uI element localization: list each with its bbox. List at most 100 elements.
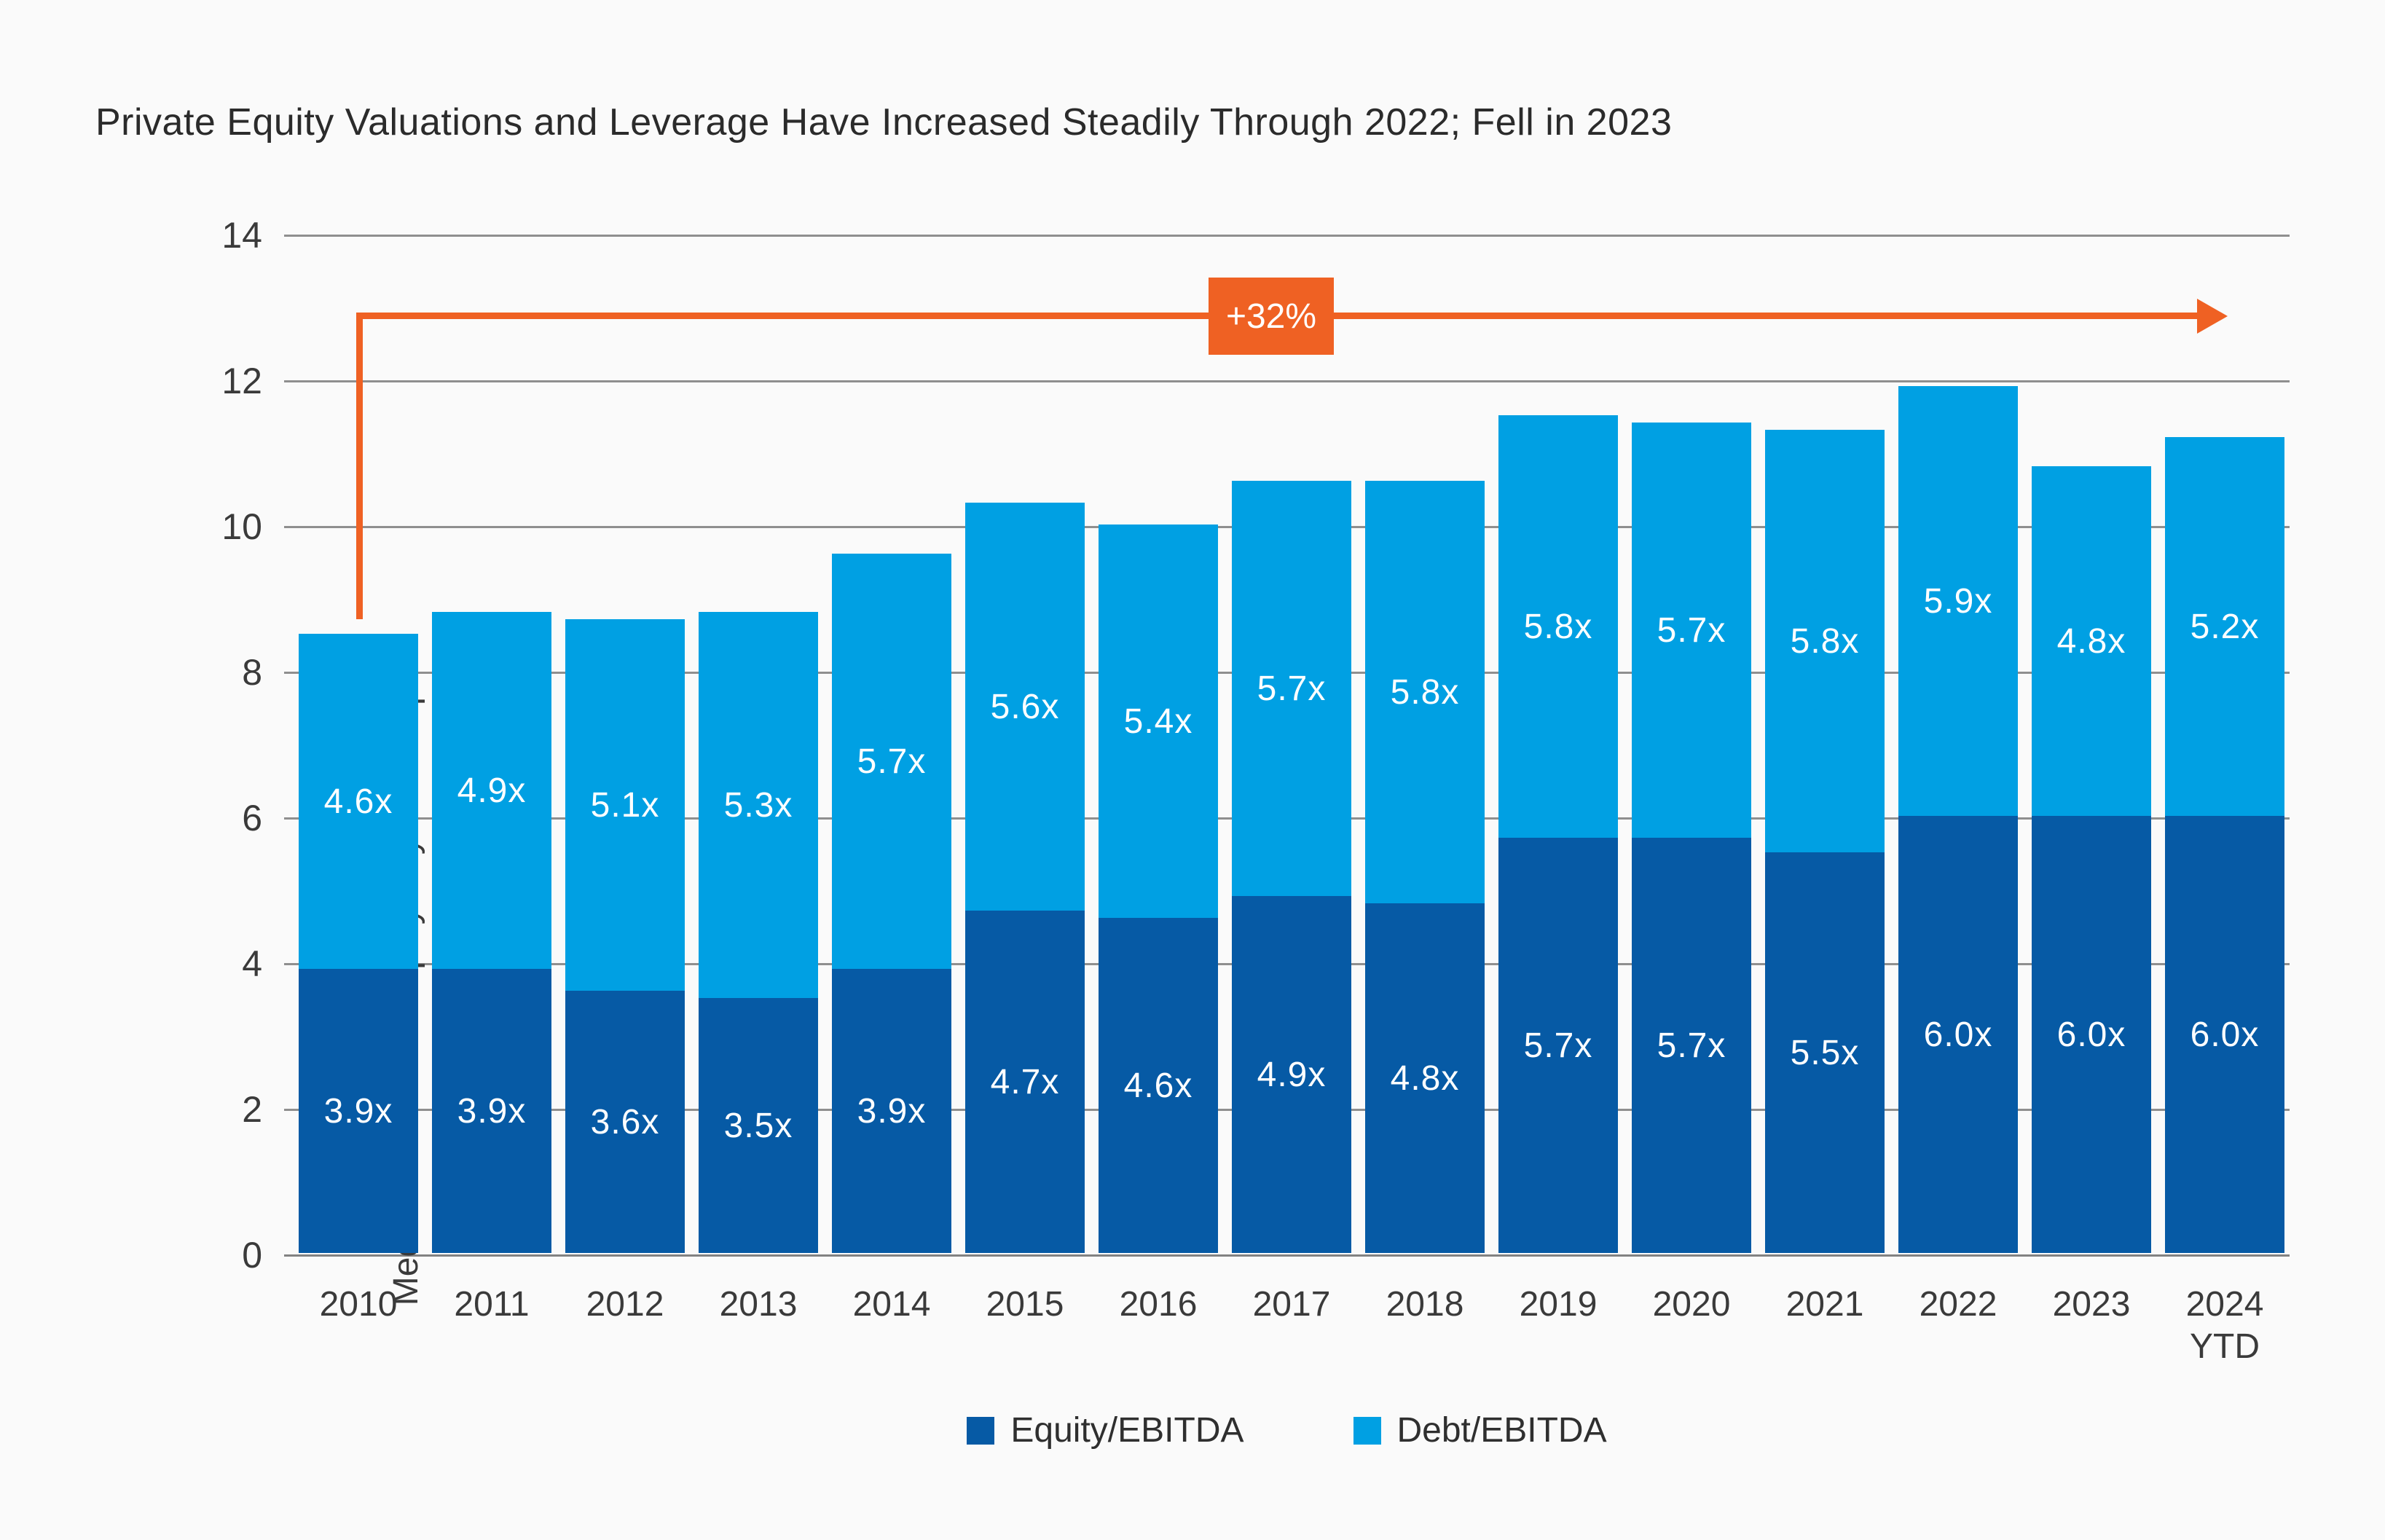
equity-segment-2020: 5.7x [1632, 838, 1751, 1253]
bar-2014: 5.7x 3.9x [832, 554, 951, 1253]
debt-segment-2023: 4.8x [2032, 466, 2151, 816]
equity-segment-2019: 5.7x [1498, 838, 1618, 1253]
annotation-arrow-vertical-line [356, 313, 363, 619]
debt-value-label: 5.7x [1257, 669, 1327, 708]
x-axis-labels: 2010 2011 2012 2013 2014 2015 2016 2017 2018 2019… [299, 1284, 2284, 1368]
x-axis-label-2016: 2016 [1119, 1285, 1198, 1324]
equity-value-label: 5.7x [1657, 1026, 1726, 1065]
bar-2021: 5.8x 5.5x [1765, 430, 1885, 1253]
debt-segment-2014: 5.7x [832, 554, 951, 969]
debt-value-label: 4.9x [457, 771, 527, 810]
equity-segment-2010: 3.9x [299, 969, 418, 1253]
equity-segment-2011: 3.9x [432, 969, 551, 1253]
bar-2019: 5.8x 5.7x [1498, 415, 1618, 1253]
equity-segment-2016: 4.6x [1099, 918, 1218, 1253]
y-tick-label-4: 4 [242, 943, 262, 984]
y-tick-label-2: 2 [242, 1089, 262, 1130]
equity-segment-2024-ytd: 6.0x [2165, 816, 2284, 1253]
equity-segment-2018: 4.8x [1365, 903, 1485, 1253]
x-axis-label-2018: 2018 [1386, 1285, 1464, 1324]
debt-value-label: 5.7x [857, 742, 927, 781]
legend: Equity/EBITDA Debt/EBITDA [284, 1410, 2290, 1450]
y-tick-label-14: 14 [221, 215, 262, 256]
equity-value-label: 3.9x [323, 1091, 393, 1131]
x-axis-label-2015: 2015 [986, 1285, 1064, 1324]
debt-segment-2017: 5.7x [1232, 481, 1351, 896]
bar-2011: 4.9x 3.9x [432, 612, 551, 1253]
x-axis-label-2024-ytd: 2024 YTD [2185, 1285, 2264, 1366]
y-tick-label-0: 0 [242, 1235, 262, 1276]
debt-segment-2016: 5.4x [1099, 525, 1218, 918]
x-axis-label-2012: 2012 [586, 1285, 664, 1324]
debt-segment-2012: 5.1x [565, 619, 685, 991]
bar-2018: 5.8x 4.8x [1365, 481, 1485, 1253]
equity-segment-2012: 3.6x [565, 991, 685, 1253]
equity-value-label: 5.5x [1790, 1033, 1860, 1072]
debt-value-label: 5.3x [723, 785, 793, 825]
equity-swatch-icon [967, 1416, 995, 1445]
y-tick-label-10: 10 [221, 506, 262, 547]
bar-2013: 5.3x 3.5x [699, 612, 818, 1253]
debt-value-label: 4.8x [2056, 621, 2126, 661]
gridline-12 [284, 380, 2290, 382]
equity-segment-2022: 6.0x [1898, 816, 2018, 1253]
debt-segment-2015: 5.6x [965, 503, 1085, 911]
debt-swatch-icon [1353, 1416, 1381, 1445]
equity-value-label: 4.7x [990, 1062, 1060, 1101]
x-axis-label-2010: 2010 [319, 1285, 398, 1324]
debt-value-label: 5.4x [1123, 702, 1193, 741]
x-axis-label-2023: 2023 [2052, 1285, 2131, 1324]
x-axis-label-2013: 2013 [719, 1285, 798, 1324]
y-tick-label-12: 12 [221, 361, 262, 401]
debt-segment-2022: 5.9x [1898, 386, 2018, 816]
annotation-label: +32% [1225, 296, 1317, 336]
debt-segment-2018: 5.8x [1365, 481, 1485, 903]
gridline-14 [284, 235, 2290, 237]
equity-segment-2015: 4.7x [965, 911, 1085, 1253]
legend-item-debt: Debt/EBITDA [1353, 1410, 1607, 1450]
debt-segment-2021: 5.8x [1765, 430, 1885, 852]
x-axis-label-2019: 2019 [1519, 1285, 1598, 1324]
debt-value-label: 5.9x [1923, 581, 1993, 621]
debt-value-label: 5.7x [1657, 610, 1726, 650]
plot-area: Median US Private Equity Buyout Multiple… [221, 215, 2290, 1305]
equity-segment-2021: 5.5x [1765, 852, 1885, 1253]
x-axis-label-2011: 2011 [454, 1285, 530, 1324]
chart-title: Private Equity Valuations and Leverage H… [95, 101, 1673, 144]
bar-2023: 4.8x 6.0x [2032, 466, 2151, 1253]
equity-segment-2013: 3.5x [699, 998, 818, 1253]
bars-group: 4.6x 3.9x 4.9x 3.9x 5.1x 3.6x 5.3x 3.5x 5.7x 3.9x… [299, 235, 2284, 1253]
equity-value-label: 5.7x [1523, 1026, 1593, 1065]
debt-segment-2020: 5.7x [1632, 423, 1751, 838]
y-tick-label-6: 6 [242, 798, 262, 838]
legend-item-equity: Equity/EBITDA [967, 1410, 1244, 1450]
debt-value-label: 4.6x [323, 782, 393, 821]
debt-value-label: 5.8x [1523, 607, 1593, 646]
equity-value-label: 4.9x [1257, 1055, 1327, 1094]
bar-2016: 5.4x 4.6x [1099, 525, 1218, 1253]
x-axis-label-2020: 2020 [1652, 1285, 1731, 1324]
legend-label-debt: Debt/EBITDA [1396, 1411, 1607, 1450]
bar-2022: 5.9x 6.0x [1898, 386, 2018, 1253]
bar-2020: 5.7x 5.7x [1632, 423, 1751, 1253]
equity-value-label: 4.8x [1390, 1058, 1460, 1098]
debt-value-label: 5.2x [2190, 607, 2260, 646]
annotation-callout-box: +32% [1209, 278, 1334, 355]
equity-value-label: 6.0x [1923, 1015, 1993, 1054]
equity-value-label: 3.5x [723, 1106, 793, 1145]
x-axis-label-2014: 2014 [852, 1285, 931, 1324]
equity-segment-2014: 3.9x [832, 969, 951, 1253]
equity-value-label: 3.9x [457, 1091, 527, 1131]
debt-value-label: 5.8x [1390, 672, 1460, 712]
debt-value-label: 5.6x [990, 687, 1060, 726]
x-axis-label-2017: 2017 [1252, 1285, 1331, 1324]
debt-segment-2011: 4.9x [432, 612, 551, 969]
bar-2012: 5.1x 3.6x [565, 619, 685, 1253]
debt-value-label: 5.8x [1790, 621, 1860, 661]
debt-value-label: 5.1x [590, 785, 660, 825]
equity-value-label: 4.6x [1123, 1066, 1193, 1105]
bar-2017: 5.7x 4.9x [1232, 481, 1351, 1253]
x-axis-label-2021: 2021 [1785, 1285, 1864, 1324]
annotation-arrowhead-icon [2197, 299, 2228, 334]
y-tick-label-8: 8 [242, 652, 262, 693]
